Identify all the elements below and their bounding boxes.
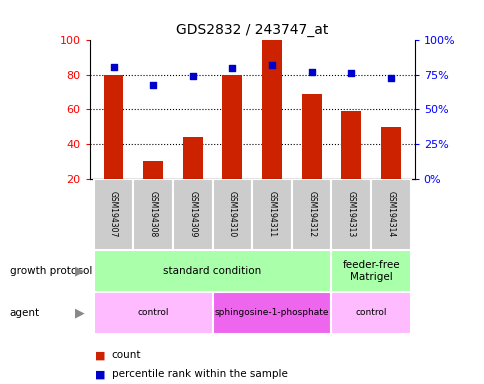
Bar [93,179,133,250]
Text: GSM194314: GSM194314 [386,191,394,237]
Bar [182,137,202,179]
Text: percentile rank within the sample: percentile rank within the sample [111,369,287,379]
Title: GDS2832 / 243747_at: GDS2832 / 243747_at [176,23,328,36]
Point [109,63,117,70]
Text: ▶: ▶ [75,306,85,319]
Bar [93,292,212,334]
Bar [380,127,400,179]
Text: ■: ■ [94,369,105,379]
Point [386,74,394,81]
Bar [252,179,291,250]
Bar [173,179,212,250]
Bar [301,94,321,179]
Bar [212,292,331,334]
Point [228,65,236,71]
Bar [331,179,370,250]
Text: GSM194307: GSM194307 [109,191,118,237]
Bar [341,111,361,179]
Bar [143,161,163,179]
Bar [133,179,173,250]
Bar [212,179,252,250]
Text: growth protocol: growth protocol [10,266,92,276]
Text: ■: ■ [94,350,105,360]
Text: ▶: ▶ [75,264,85,277]
Text: feeder-free
Matrigel: feeder-free Matrigel [342,260,399,281]
Text: GSM194309: GSM194309 [188,191,197,237]
Text: control: control [137,308,168,318]
Text: GSM194312: GSM194312 [306,191,316,237]
Point [188,73,196,79]
Point [347,70,354,76]
Text: standard condition: standard condition [163,266,261,276]
Text: GSM194308: GSM194308 [148,191,157,237]
Point [149,81,157,88]
Bar [331,292,410,334]
Text: control: control [355,308,386,318]
Point [307,69,315,75]
Bar [104,75,123,179]
Text: sphingosine-1-phosphate: sphingosine-1-phosphate [214,308,329,318]
Text: agent: agent [10,308,40,318]
Bar [291,179,331,250]
Bar [370,179,410,250]
Point [268,62,275,68]
Text: GSM194311: GSM194311 [267,191,276,237]
Text: GSM194310: GSM194310 [227,191,236,237]
Bar [93,250,331,292]
Text: count: count [111,350,141,360]
Bar [331,250,410,292]
Bar [222,75,242,179]
Text: GSM194313: GSM194313 [346,191,355,237]
Bar [261,40,281,179]
